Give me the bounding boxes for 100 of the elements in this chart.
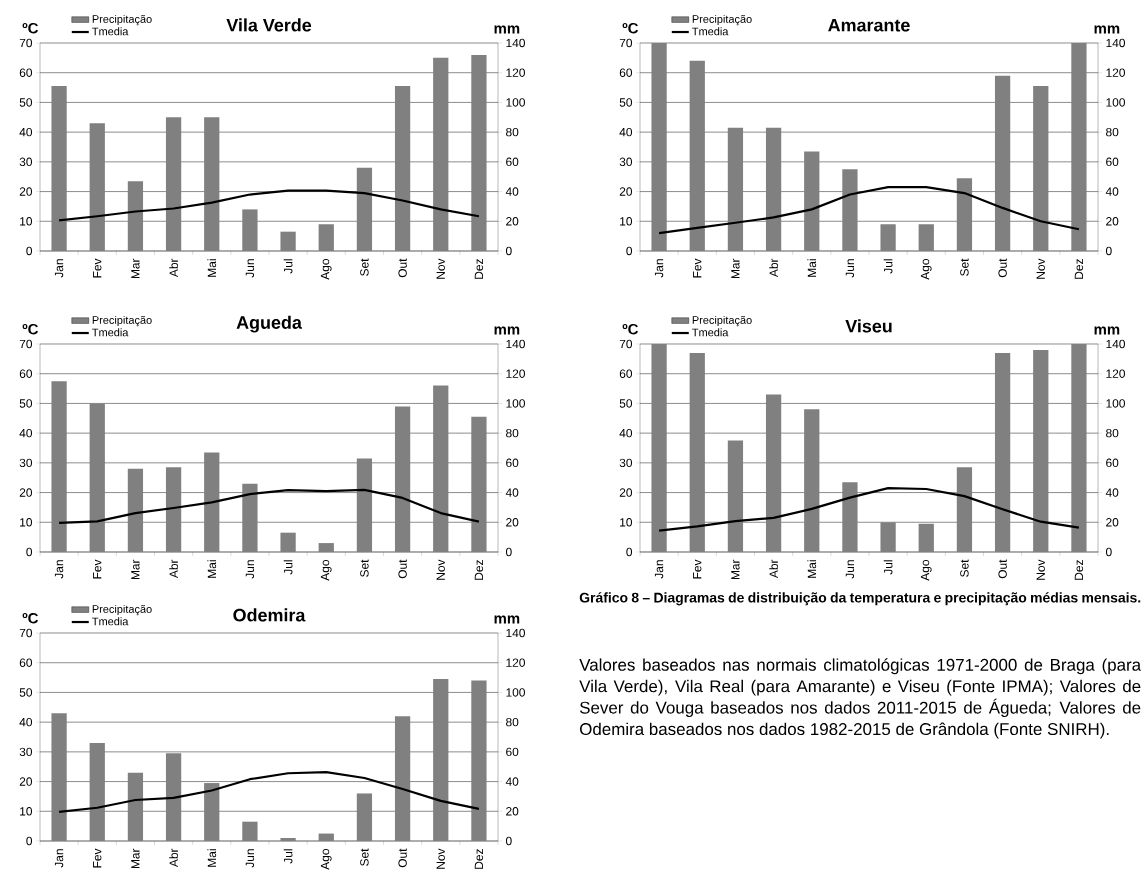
x-tick-label: Set	[960, 258, 969, 276]
y-tick-label: 30	[19, 157, 33, 167]
x-tick-label: Jun	[245, 560, 255, 579]
y-tick-label: 10	[20, 518, 33, 527]
x-tick-label: Nov	[436, 258, 445, 279]
y-tick-label: 0	[26, 836, 33, 846]
y2-tick-label: 120	[506, 658, 525, 667]
bar	[89, 403, 105, 552]
y-tick-label: 40	[19, 717, 33, 727]
x-tick-label: Ago	[320, 259, 332, 280]
x-tick-label: Ago	[920, 259, 932, 280]
bar	[204, 783, 220, 841]
y-tick-label: 10	[620, 217, 633, 226]
x-tick-label: Mai	[807, 560, 817, 578]
x-tick-label: Set	[360, 258, 369, 276]
text: Valores baseados nas normais climatológicas 1971-2000 de Braga (para Vila Verde), Vila Real (para Amarante) e Viseu (Fonte IPMA); Valores de Sever do Vouga baseados nos dados 2011-2015 de Águeda; Valores de Odemira baseados nos dados 1982-2015 de Grândola (Fonte SNIRH).	[579, 658, 1142, 739]
x-tick-label: Jan	[54, 560, 64, 579]
chart-title: Amarante	[828, 18, 910, 32]
bar	[318, 833, 334, 841]
bar	[433, 385, 449, 552]
y-tick-label: 60	[19, 658, 33, 667]
y-tick-label: 20	[19, 187, 33, 196]
y2-tick-label: 40	[1105, 488, 1119, 497]
x-tick-label: Jun	[845, 259, 855, 278]
y-axis-title: ºC	[22, 22, 39, 34]
x-tick-label: Jan	[54, 259, 64, 278]
bar	[394, 86, 411, 251]
line-series	[57, 770, 481, 813]
bar	[842, 169, 858, 251]
bar	[242, 483, 258, 552]
bar	[280, 231, 296, 251]
bar	[1033, 349, 1049, 552]
y-tick-label: 40	[19, 127, 33, 137]
x-tick-label: Set	[360, 848, 369, 866]
x-tick-label: Mai	[207, 560, 217, 578]
bar	[918, 224, 934, 251]
bar	[471, 54, 487, 251]
bar	[842, 482, 858, 552]
bar	[127, 772, 144, 841]
y2-tick-label: 60	[506, 157, 519, 167]
x-tick-label: Abr	[769, 258, 778, 278]
x-tick-label: Jan	[654, 560, 664, 579]
y-tick-label: 70	[619, 339, 633, 349]
chart-title: Vila Verde	[226, 18, 312, 32]
x-tick-label: Jun	[245, 849, 255, 868]
bar	[242, 821, 258, 841]
y2-tick-label: 40	[1105, 187, 1119, 196]
y2-tick-label: 40	[505, 777, 519, 786]
x-tick-label: Jan	[654, 259, 664, 278]
y2-tick-label: 140	[1106, 339, 1125, 349]
bar	[994, 352, 1011, 552]
y-axis-title: ºC	[622, 22, 639, 34]
x-tick-label: Mar	[731, 559, 740, 580]
y-tick-label: 40	[19, 428, 33, 438]
x-tick-label: Mar	[131, 258, 140, 279]
x-tick-label: Out	[398, 848, 407, 868]
y2-axis-title: mm	[494, 326, 520, 335]
y-tick-label: 50	[619, 98, 633, 107]
y-tick-label: 0	[626, 547, 633, 557]
x-tick-label: Fev	[693, 559, 702, 579]
y2-tick-label: 100	[506, 688, 525, 697]
y2-tick-label: 60	[1106, 157, 1119, 167]
y2-tick-label: 20	[506, 217, 519, 226]
x-tick-label: Fev	[693, 258, 702, 278]
bar	[1071, 42, 1087, 251]
x-tick-label: Mar	[731, 258, 740, 279]
y2-tick-label: 0	[1105, 246, 1112, 256]
bar	[356, 167, 373, 251]
y2-tick-label: 20	[1106, 518, 1119, 527]
bar	[280, 838, 296, 841]
legend-label: Precipitação	[692, 315, 752, 327]
bar	[51, 86, 67, 251]
x-tick-label: Mai	[807, 259, 817, 277]
line-series	[57, 488, 481, 524]
y-tick-label: 50	[19, 98, 33, 107]
y2-tick-label: 140	[1106, 38, 1125, 48]
bar	[127, 181, 144, 251]
y2-tick-label: 40	[505, 187, 519, 196]
y-tick-label: 20	[619, 187, 633, 196]
bar	[165, 467, 182, 552]
y2-tick-label: 100	[506, 98, 525, 107]
y2-tick-label: 120	[506, 369, 525, 378]
y-tick-label: 0	[26, 547, 33, 557]
y2-tick-label: 140	[506, 38, 525, 48]
y-tick-label: 40	[619, 127, 633, 137]
bar	[804, 151, 820, 251]
y2-tick-label: 20	[1106, 217, 1119, 226]
bar	[165, 117, 182, 251]
y-tick-label: 60	[19, 68, 33, 77]
x-tick-label: Out	[398, 258, 407, 278]
x-tick-label: Jul	[883, 259, 893, 274]
y-tick-label: 30	[619, 157, 633, 167]
bar	[1033, 86, 1049, 251]
x-tick-label: Jul	[283, 560, 293, 575]
chart-title: Odemira	[233, 608, 306, 622]
x-tick-label: Mai	[207, 259, 217, 277]
y2-tick-label: 80	[506, 428, 519, 438]
bar	[356, 793, 373, 841]
y-tick-label: 30	[19, 458, 33, 468]
x-tick-label: Abr	[169, 258, 178, 278]
